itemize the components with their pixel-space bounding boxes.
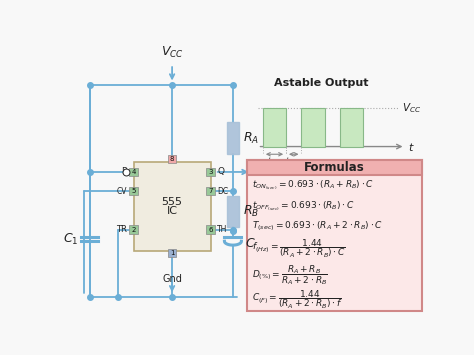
Bar [168,249,176,257]
Bar [206,168,215,176]
Text: 8: 8 [170,156,174,162]
Text: R: R [121,168,127,176]
Text: $C$: $C$ [245,237,256,250]
Text: $V_{CC}$: $V_{CC}$ [401,101,421,115]
Bar [227,196,239,226]
Text: $t_{OFF_{(sec)}} = 0.693 \cdot (R_B) \cdot C$: $t_{OFF_{(sec)}} = 0.693 \cdot (R_B) \cd… [252,200,355,213]
Bar [129,168,138,176]
Text: TR: TR [116,225,127,234]
Text: $C_1$: $C_1$ [63,231,78,246]
Text: TH: TH [217,225,228,234]
Text: $t_{ON}$: $t_{ON}$ [267,156,282,168]
Text: 2: 2 [131,227,136,233]
Text: $t_{ON_{(sec)}} = 0.693 \cdot (R_A + R_B) \cdot C$: $t_{ON_{(sec)}} = 0.693 \cdot (R_A + R_B… [252,179,374,192]
Bar [168,155,176,164]
Text: Gnd: Gnd [162,274,182,284]
Bar [247,160,422,311]
Bar [134,162,210,251]
Text: DC: DC [217,187,228,196]
Bar [301,108,325,147]
Bar [206,187,215,196]
Bar [206,225,215,234]
Bar [340,108,363,147]
Text: $T_{(sec)} = 0.693 \cdot (R_A + 2 \cdot R_B) \cdot C$: $T_{(sec)} = 0.693 \cdot (R_A + 2 \cdot … [252,220,383,234]
Text: 4: 4 [131,169,136,175]
Text: $D_{(\%)} = \dfrac{R_A + R_B}{R_A + 2 \cdot R_B}$: $D_{(\%)} = \dfrac{R_A + R_B}{R_A + 2 \c… [252,263,328,287]
Text: 7: 7 [209,188,213,194]
Text: 6: 6 [209,227,213,233]
Text: $V_{CC}$: $V_{CC}$ [161,45,183,60]
Bar [129,225,138,234]
Text: 5: 5 [131,188,136,194]
Text: CV: CV [117,187,127,196]
Text: Q: Q [217,168,224,176]
Text: Astable Output: Astable Output [274,78,369,88]
Bar [247,160,422,175]
Text: $C_{(F)} = \dfrac{1.44}{(R_A + 2 \cdot R_B) \cdot f}$: $C_{(F)} = \dfrac{1.44}{(R_A + 2 \cdot R… [252,289,343,311]
Text: $t$: $t$ [409,141,415,153]
Text: 1: 1 [170,250,174,256]
Text: IC: IC [166,206,178,216]
Bar [263,108,286,147]
Text: $f_{(Hz)} = \dfrac{1.44}{(R_A + 2 \cdot R_B) \cdot C}$: $f_{(Hz)} = \dfrac{1.44}{(R_A + 2 \cdot … [252,238,346,260]
Text: 555: 555 [162,197,182,207]
Text: $t_{OFF}$: $t_{OFF}$ [285,156,302,168]
Text: $R_A$: $R_A$ [243,131,259,146]
Bar [129,187,138,196]
Text: Formulas: Formulas [304,161,365,174]
Bar [227,122,239,154]
Text: $R_B$: $R_B$ [243,204,259,219]
Text: 3: 3 [209,169,213,175]
